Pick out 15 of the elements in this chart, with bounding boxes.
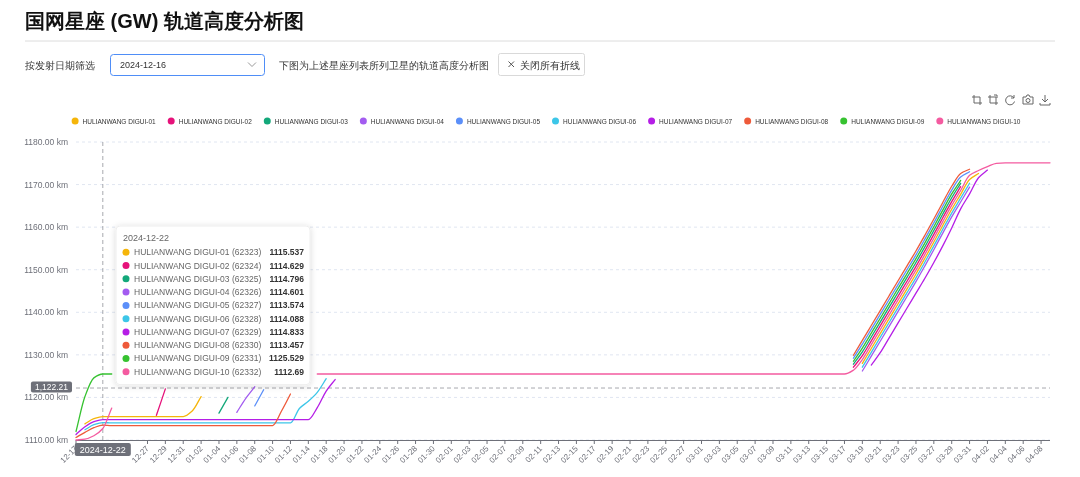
y-tick-label: 1120.00 km [24,392,68,403]
text: 2024-12-16 [120,60,167,70]
y-tick-label: 1170.00 km [24,179,68,190]
y-tick-label: 1130.00 km [24,349,68,360]
y-tick-label: 1150.00 km [24,264,68,275]
y-tick-label: 1160.00 km [24,222,68,233]
text: 2024-12-22 [79,444,126,455]
text: 按发射日期筛选 [25,59,95,71]
y-tick-label: 1140.00 km [24,307,68,318]
y-tick-label: 1180.00 km [24,137,68,147]
chart-subtitle: 下图为上述星座列表所列卫星的轨道高度分析图 [279,59,489,71]
text: 关闭所有折线 [520,59,580,71]
ref-line-label: 1,122.21 [34,382,69,393]
chart-title: 国网星座 (GW) 轨道高度分析图 [25,10,304,32]
y-tick-label: 1110.00 km [24,435,68,445]
